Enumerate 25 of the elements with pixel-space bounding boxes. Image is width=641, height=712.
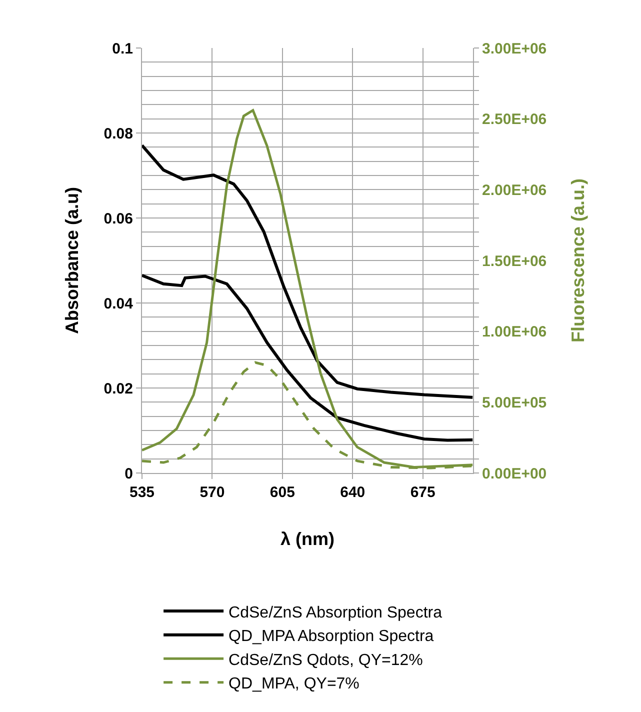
x-tick-label: 640 bbox=[340, 484, 366, 501]
legend-label: CdSe/ZnS Absorption Spectra bbox=[228, 604, 442, 622]
y-tick-label: 0.1 bbox=[112, 40, 133, 58]
y2-tick-label: 5.00E+05 bbox=[482, 394, 547, 412]
y2-axis-title: Fluorescence (a.u.) bbox=[568, 178, 588, 343]
x-tick-label: 605 bbox=[270, 484, 295, 501]
y2-tick-label: 3.00E+06 bbox=[482, 40, 547, 58]
y-tick-label: 0.08 bbox=[104, 125, 133, 142]
y-tick-label: 0.06 bbox=[104, 210, 133, 228]
y-tick-label: 0 bbox=[124, 465, 133, 482]
y-axis-title: Absorbance (a.u) bbox=[62, 186, 82, 334]
x-tick-label: 535 bbox=[129, 484, 155, 501]
y-tick-label: 0.04 bbox=[104, 295, 134, 312]
y2-tick-label: 0.00E+00 bbox=[482, 465, 547, 482]
y2-tick-label: 1.00E+06 bbox=[482, 324, 547, 341]
y2-tick-label: 1.50E+06 bbox=[482, 252, 547, 270]
y2-tick-label: 2.50E+06 bbox=[482, 111, 547, 128]
y2-tick-label: 2.00E+06 bbox=[482, 182, 547, 199]
x-axis-title: λ (nm) bbox=[280, 529, 335, 550]
x-tick-label: 570 bbox=[200, 484, 225, 501]
legend-label: CdSe/ZnS Qdots, QY=12% bbox=[228, 652, 423, 669]
y-tick-label: 0.02 bbox=[104, 380, 133, 398]
x-tick-label: 675 bbox=[410, 484, 436, 501]
legend-label: QD_MPA Absorption Spectra bbox=[228, 628, 434, 646]
legend-label: QD_MPA, QY=7% bbox=[228, 676, 360, 693]
